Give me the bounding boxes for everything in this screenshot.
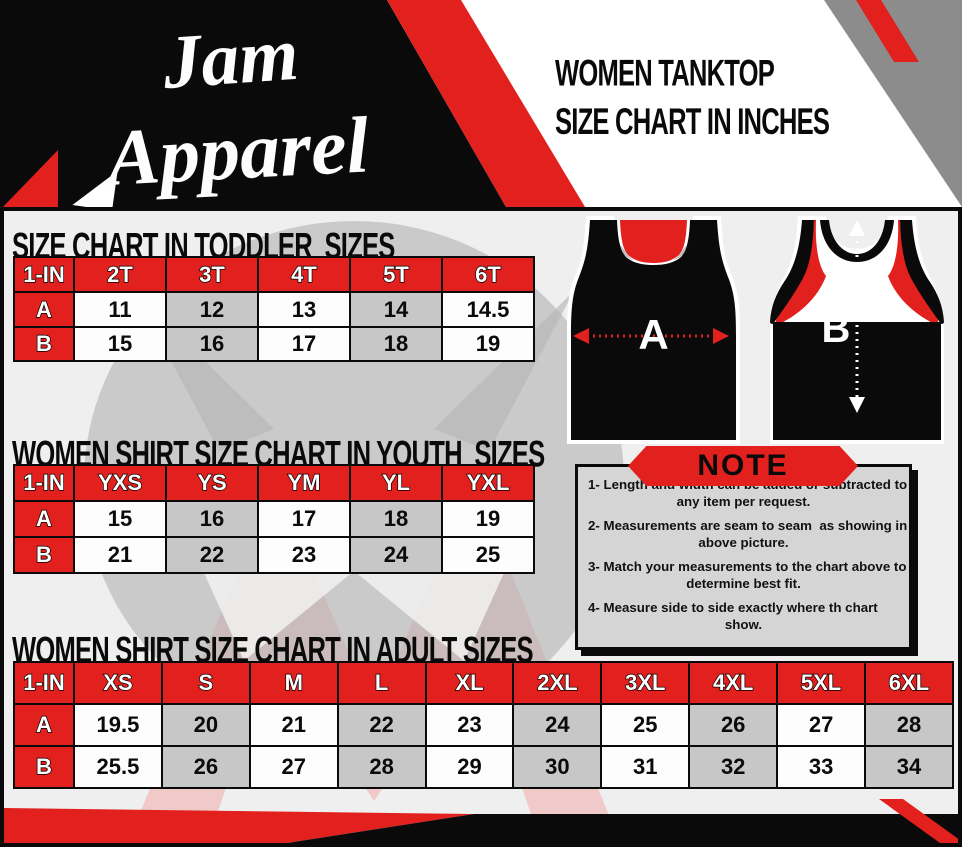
svg-text:B: B bbox=[822, 307, 851, 351]
svg-text:Jam: Jam bbox=[159, 12, 301, 105]
svg-text:A: A bbox=[638, 311, 668, 358]
svg-text:Apparel: Apparel bbox=[99, 101, 371, 203]
